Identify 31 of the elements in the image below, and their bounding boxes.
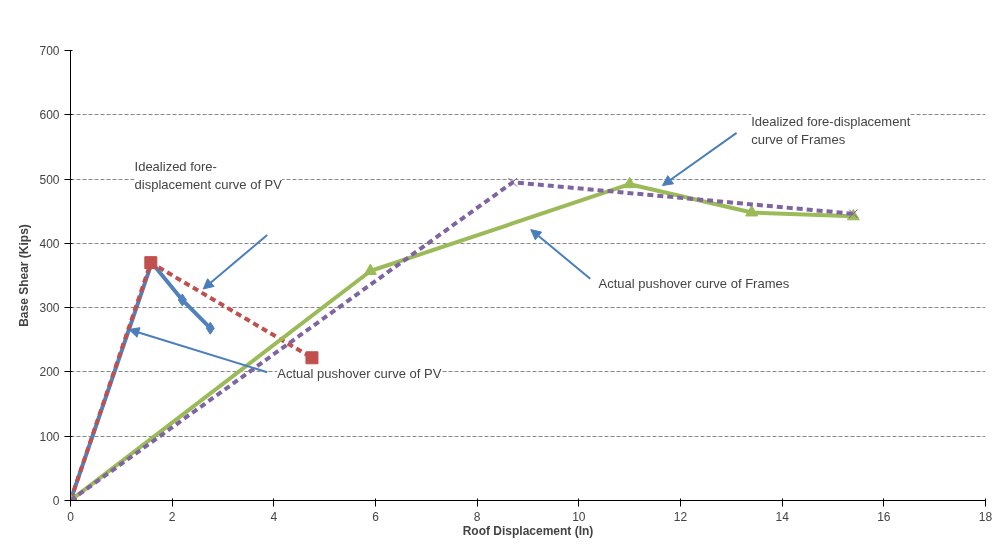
y-tick-label: 100 xyxy=(39,429,60,444)
x-tick-label: 6 xyxy=(372,509,380,524)
annotation: Actual pushover curve of PV xyxy=(277,365,442,381)
x-tick-label: 8 xyxy=(473,509,481,524)
y-tick-label: 200 xyxy=(39,365,60,380)
y-tick-label: 0 xyxy=(52,494,60,508)
x-tick-label: 16 xyxy=(877,509,891,524)
x-tick-label: 14 xyxy=(775,509,790,524)
point xyxy=(508,177,518,188)
annotation: Idealized fore-displacement curve of Frames xyxy=(751,113,911,147)
annotation: Idealized fore- displacement curve of PV xyxy=(134,158,283,192)
y-tick-label: 300 xyxy=(39,301,60,316)
point xyxy=(305,351,319,365)
y-tick-label: 700 xyxy=(39,44,60,58)
x-tick-label: 0 xyxy=(67,509,75,524)
point xyxy=(205,321,215,335)
x-tick-label: 2 xyxy=(168,509,176,524)
x-axis-title: Roof Displacement (In) xyxy=(462,523,594,538)
y-axis-title: Base Shear (Kips) xyxy=(17,224,32,327)
point xyxy=(363,263,377,275)
x-tick-label: 18 xyxy=(978,509,993,524)
x-tick-label: 4 xyxy=(270,509,278,524)
y-tick-label: 500 xyxy=(39,172,60,187)
y-tick-label: 400 xyxy=(39,236,60,251)
y-tick-label: 600 xyxy=(39,108,60,123)
annotation: Actual pushover curve of Frames xyxy=(598,275,790,291)
point xyxy=(177,293,187,307)
point xyxy=(745,205,759,217)
x-tick-label: 10 xyxy=(572,509,586,524)
x-tick-label: 12 xyxy=(673,509,688,524)
point xyxy=(623,176,637,189)
